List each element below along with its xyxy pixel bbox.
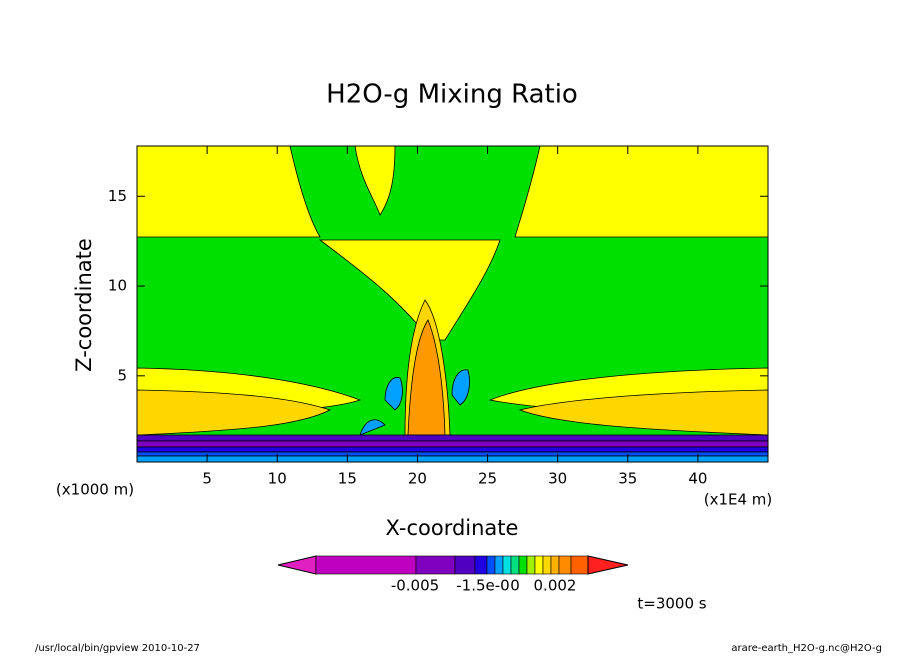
colorbar-segment bbox=[474, 555, 488, 575]
y-axis-label: Z-coordinate bbox=[72, 238, 96, 372]
colorbar-label: -1.5e-0 bbox=[456, 577, 509, 595]
y-tick-label: 15 bbox=[108, 187, 127, 205]
x-unit-right: (x1E4 m) bbox=[704, 491, 773, 509]
x-tick-label: 30 bbox=[548, 470, 567, 488]
colorbar-segment bbox=[570, 555, 589, 575]
x-tick-label: 40 bbox=[688, 470, 707, 488]
annotation: t=3000 s bbox=[637, 595, 706, 613]
colorbar-segment bbox=[518, 555, 528, 575]
colorbar-segment bbox=[526, 555, 536, 575]
colorbar-segment bbox=[534, 555, 544, 575]
colorbar-segment bbox=[542, 555, 552, 575]
x-unit-left: (x1000 m) bbox=[56, 481, 134, 499]
colorbar-end bbox=[587, 555, 629, 575]
y-tick-label: 10 bbox=[108, 277, 127, 295]
x-axis-label: X-coordinate bbox=[386, 516, 519, 540]
footer-left: /usr/local/bin/gpview 2010-10-27 bbox=[35, 643, 200, 654]
contour-field bbox=[137, 146, 768, 462]
colorbar-label: 0.002 bbox=[534, 577, 577, 595]
plot-frame bbox=[136, 145, 769, 463]
y-tick-label: 5 bbox=[117, 366, 127, 384]
colorbar-end bbox=[277, 555, 317, 575]
footer-right: arare-earth_H2O-g.nc@H2O-g bbox=[731, 643, 882, 654]
x-tick-label: 5 bbox=[202, 470, 212, 488]
colorbar-segment bbox=[558, 555, 572, 575]
x-tick-label: 35 bbox=[618, 470, 637, 488]
chart-title: H2O-g Mixing Ratio bbox=[326, 80, 578, 110]
x-tick-label: 25 bbox=[478, 470, 497, 488]
colorbar-segment bbox=[315, 555, 417, 575]
colorbar-label: -0.005 bbox=[391, 577, 439, 595]
x-tick-label: 10 bbox=[268, 470, 287, 488]
colorbar-segment bbox=[454, 555, 476, 575]
colorbar-segment bbox=[486, 555, 496, 575]
colorbar-segment bbox=[550, 555, 560, 575]
x-tick-label: 20 bbox=[408, 470, 427, 488]
colorbar-segment bbox=[510, 555, 520, 575]
colorbar-segment bbox=[502, 555, 512, 575]
colorbar-segment bbox=[494, 555, 504, 575]
colorbar-label: 0 bbox=[510, 577, 520, 595]
x-tick-label: 15 bbox=[338, 470, 357, 488]
colorbar-segment bbox=[415, 555, 456, 575]
